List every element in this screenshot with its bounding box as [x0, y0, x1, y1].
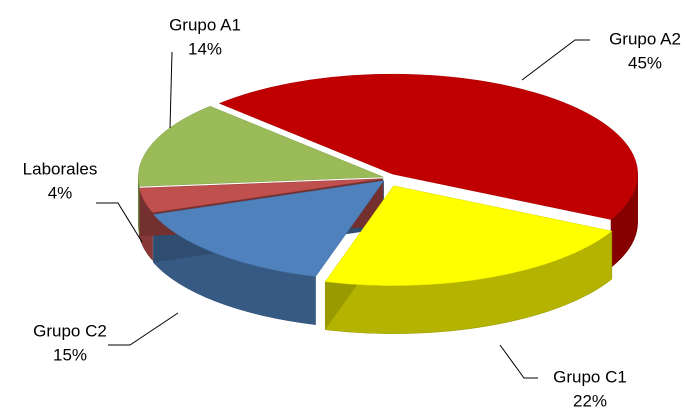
leader-line	[499, 344, 538, 379]
leader-line	[96, 202, 143, 243]
slice	[324, 185, 613, 286]
slice-label: Grupo C2	[33, 321, 107, 340]
slice-value-label: 15%	[53, 345, 87, 364]
slice-value-label: 45%	[628, 53, 662, 72]
slice	[138, 106, 384, 187]
slice-value-label: 14%	[188, 39, 222, 58]
leader-line	[169, 51, 173, 129]
slice-value-label: 22%	[573, 391, 607, 410]
slice	[138, 178, 384, 213]
slice	[218, 73, 638, 220]
slice-label: Grupo C1	[553, 367, 627, 386]
leader-line	[521, 39, 590, 81]
slice	[152, 180, 385, 277]
slice-label: Laborales	[23, 159, 98, 178]
leader-line	[108, 312, 179, 346]
slice-value-label: 4%	[48, 183, 73, 202]
slice-label: Grupo A2	[609, 29, 681, 48]
slice-label: Grupo A1	[169, 15, 241, 34]
